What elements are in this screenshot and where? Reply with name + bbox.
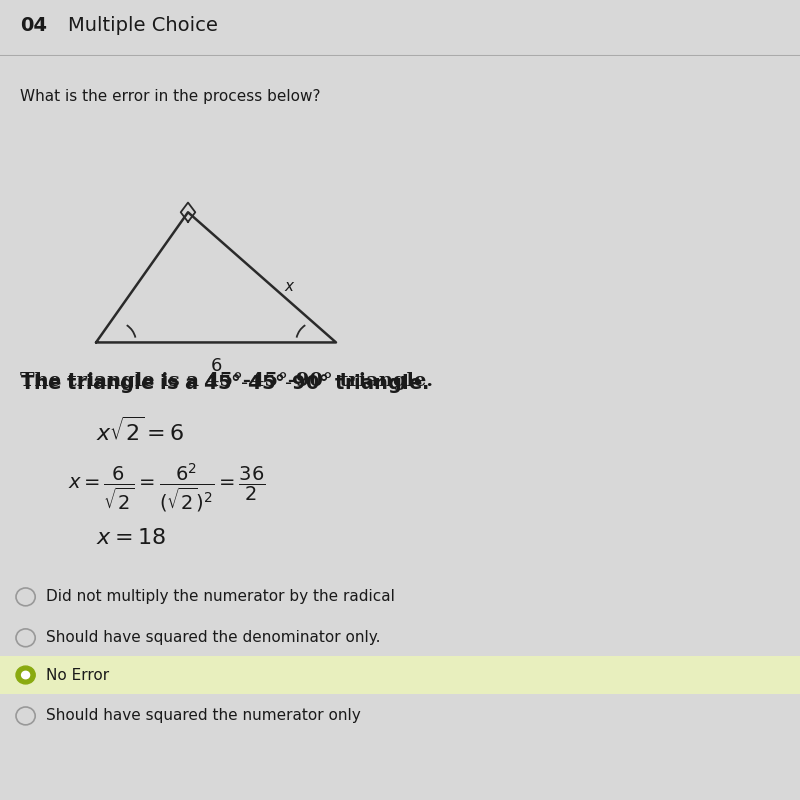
Text: No Error: No Error bbox=[46, 667, 109, 682]
FancyBboxPatch shape bbox=[0, 656, 800, 694]
Text: Multiple Choice: Multiple Choice bbox=[68, 16, 218, 34]
Text: Should have squared the denominator only.: Should have squared the denominator only… bbox=[46, 630, 380, 646]
Circle shape bbox=[22, 671, 30, 678]
Text: 6: 6 bbox=[210, 358, 222, 375]
Text: 04: 04 bbox=[20, 16, 47, 34]
Circle shape bbox=[16, 666, 35, 684]
Text: $x$: $x$ bbox=[284, 279, 295, 294]
Text: $\mathbf{The\ triangle\ is\ a\ 45°\text{-}45°\text{-}90°\ triangle.}$: $\mathbf{The\ triangle\ is\ a\ 45°\text{… bbox=[20, 372, 429, 395]
Text: Did not multiply the numerator by the radical: Did not multiply the numerator by the ra… bbox=[46, 590, 394, 604]
Text: $x\sqrt{2} = 6$: $x\sqrt{2} = 6$ bbox=[96, 417, 184, 446]
Text: $x = 18$: $x = 18$ bbox=[96, 529, 166, 549]
Text: $x = \dfrac{6}{\sqrt{2}} = \dfrac{6^2}{(\sqrt{2})^2} = \dfrac{36}{2}$: $x = \dfrac{6}{\sqrt{2}} = \dfrac{6^2}{(… bbox=[68, 462, 266, 514]
Text: What is the error in the process below?: What is the error in the process below? bbox=[20, 90, 321, 105]
Text: The triangle is a 45°-45°-90° triangle.: The triangle is a 45°-45°-90° triangle. bbox=[20, 372, 433, 390]
Text: Should have squared the numerator only: Should have squared the numerator only bbox=[46, 709, 360, 723]
